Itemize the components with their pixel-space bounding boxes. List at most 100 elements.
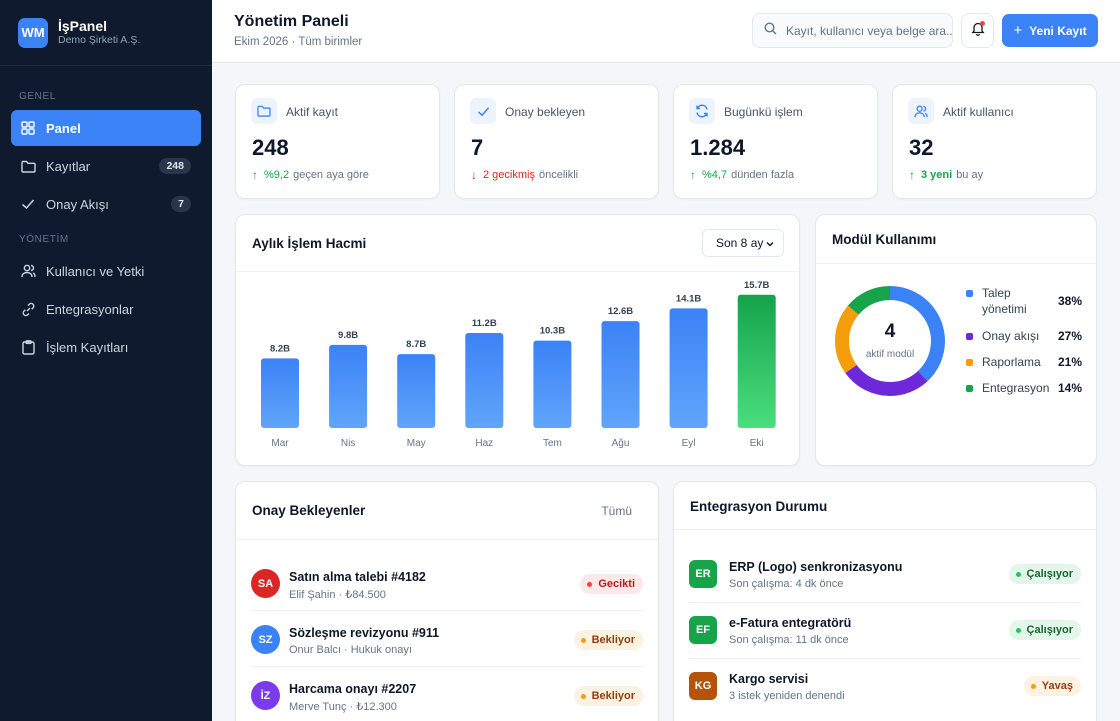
users-icon — [20, 263, 36, 279]
legend-label: Onay akışı — [982, 329, 1040, 343]
arrow-up-icon: ↑ — [909, 168, 915, 182]
status-badge: Yavaş — [1023, 676, 1081, 696]
bar-Eyl — [669, 308, 708, 428]
search-input[interactable]: Kayıt, kullanıcı veya belge ara... — [752, 13, 953, 48]
link-icon — [20, 301, 36, 317]
stat-card-aktif-kullanici: Aktif kullanıcı 32 ↑ 3 yeni bu ay — [892, 84, 1097, 199]
delta-text: bu ay — [956, 169, 984, 181]
sidebar-item-islem-kayitlari[interactable]: İşlem Kayıtları — [11, 329, 201, 365]
delta-value: 3 yeni — [921, 169, 953, 181]
list-item[interactable]: KG Kargo servisi 3 istek yeniden denendi… — [674, 659, 1096, 715]
stat-value: 248 — [252, 135, 289, 160]
status-dot — [1015, 571, 1021, 577]
item-title: Sözleşme revizyonu #911 — [289, 626, 440, 640]
stat-delta: ↑ 3 yeni bu ay — [909, 168, 983, 182]
notifications-button[interactable] — [961, 13, 994, 48]
sidebar-item-kayitlar[interactable]: Kayıtlar 248 — [11, 148, 201, 184]
legend-label: Talep yönetimi — [982, 286, 1027, 316]
legend-item-raporlama: Raporlama 21% — [966, 354, 1082, 370]
status-label: Çalışıyor — [1026, 568, 1073, 580]
donut-chart — [835, 286, 945, 396]
sidebar-item-panel[interactable]: Panel — [11, 110, 201, 146]
stat-label: Aktif kayıt — [286, 105, 339, 119]
status-badge: Çalışıyor — [1008, 564, 1081, 584]
donut-segment — [835, 286, 945, 396]
users-icon — [908, 98, 934, 124]
integration-icon: ER — [689, 560, 717, 588]
stat-label: Bugünkü işlem — [724, 105, 803, 119]
status-label: Çalışıyor — [1026, 624, 1073, 636]
list-item[interactable]: SA Satın alma talebi #4182 Elif Şahin · … — [236, 555, 658, 611]
company-name: Demo Şirketi A.Ş. — [58, 34, 141, 46]
status-badge: Gecikti — [580, 574, 643, 594]
new-record-button[interactable]: + Yeni Kayıt — [1002, 14, 1098, 47]
bar-value-label: 9.8B — [338, 330, 358, 341]
integration-status-card: Entegrasyon Durumu ER ERP (Logo) senkron… — [673, 481, 1097, 721]
legend-label: Entegrasyon — [982, 381, 1050, 395]
legend-value: 21% — [1057, 355, 1082, 369]
legend-value: 38% — [1057, 294, 1082, 308]
avatar: SA — [251, 569, 280, 598]
sidebar: WM İşPanel Demo Şirketi A.Ş. GENEL Panel… — [0, 0, 212, 721]
integration-icon: EF — [689, 616, 717, 644]
legend-swatch — [966, 385, 973, 392]
range-select[interactable]: Son 8 ay — [702, 229, 784, 257]
legend-item-talep: Talep yönetimi 38% — [966, 285, 1082, 317]
item-subtitle: Son çalışma: 11 dk önce — [729, 634, 849, 646]
bar-value-label: 12.6B — [608, 306, 633, 317]
check-icon — [20, 196, 36, 212]
sidebar-item-label: Onay Akışı — [46, 196, 109, 212]
pending-approvals-card: Onay Bekleyenler Tümü SA Satın alma tale… — [235, 481, 659, 721]
row-divider — [251, 666, 643, 667]
bell-icon — [970, 21, 985, 41]
legend-item-entegrasyon: Entegrasyon 14% — [966, 380, 1082, 396]
delta-text: dünden fazla — [731, 169, 795, 181]
sidebar-item-kullanici-ve-yetki[interactable]: Kullanıcı ve Yetki — [11, 253, 201, 289]
list-item[interactable]: İZ Harcama onayı #2207 Merve Tunç · ₺12.… — [236, 667, 658, 721]
brand: WM İşPanel Demo Şirketi A.Ş. — [0, 0, 212, 66]
logo: WM — [18, 17, 48, 48]
legend-swatch — [966, 290, 973, 297]
refresh-icon — [689, 98, 715, 124]
view-all-link[interactable]: Tümü — [601, 504, 632, 518]
legend-label: Raporlama — [982, 355, 1041, 369]
sidebar-item-onay-akisi[interactable]: Onay Akışı 7 — [11, 186, 201, 222]
item-subtitle: Elif Şahin · ₺84.500 — [289, 589, 386, 601]
legend-value: 27% — [1057, 329, 1082, 343]
x-tick-label: Nis — [341, 438, 355, 449]
stat-value: 7 — [471, 135, 484, 160]
donut-segment — [835, 286, 945, 396]
bar-May — [397, 354, 436, 428]
section-label-genel: GENEL — [19, 91, 56, 102]
row-divider — [689, 658, 1081, 659]
arrow-up-icon: ↑ — [252, 168, 258, 182]
item-title: Harcama onayı #2207 — [289, 682, 417, 696]
bar-chart: 8.2B Mar 9.8B Nis 8.7B May 11.2B Haz 10.3B Tem 12.… — [261, 280, 776, 449]
status-dot — [1015, 627, 1021, 633]
grid-icon — [20, 120, 36, 136]
status-badge: Bekliyor — [573, 630, 643, 650]
sidebar-item-entegrasyonlar[interactable]: Entegrasyonlar — [11, 291, 201, 327]
bar-value-label: 14.1B — [676, 293, 701, 304]
count-badge: 7 — [171, 196, 191, 212]
list-item[interactable]: ER ERP (Logo) senkronizasyonu Son çalışm… — [674, 547, 1096, 603]
list-item[interactable]: SZ Sözleşme revizyonu #911 Onur Balcı · … — [236, 611, 658, 667]
integrations-title: Entegrasyon Durumu — [690, 499, 828, 514]
notification-dot — [980, 21, 985, 26]
approvals-title: Onay Bekleyenler — [252, 503, 366, 518]
list-item[interactable]: EF e-Fatura entegratörü Son çalışma: 11 … — [674, 603, 1096, 659]
stat-delta: ↑ %4,7 dünden fazla — [690, 168, 794, 182]
clipboard-icon — [20, 339, 36, 355]
sidebar-item-label: Kullanıcı ve Yetki — [46, 263, 145, 279]
item-title: ERP (Logo) senkronizasyonu — [729, 560, 903, 574]
avatar: SZ — [251, 625, 280, 654]
item-subtitle: Son çalışma: 4 dk önce — [729, 578, 844, 590]
legend-swatch — [966, 333, 973, 340]
x-tick-label: Eyl — [682, 438, 696, 449]
stat-card-onay-bekleyen: Onay bekleyen 7 ↓ 2 gecikmiş öncelikli — [454, 84, 659, 199]
card-divider — [674, 529, 1096, 530]
legend-item-onay: Onay akışı 27% — [966, 328, 1082, 344]
row-divider — [251, 610, 643, 611]
status-label: Gecikti — [598, 578, 635, 590]
folder-icon — [251, 98, 277, 124]
